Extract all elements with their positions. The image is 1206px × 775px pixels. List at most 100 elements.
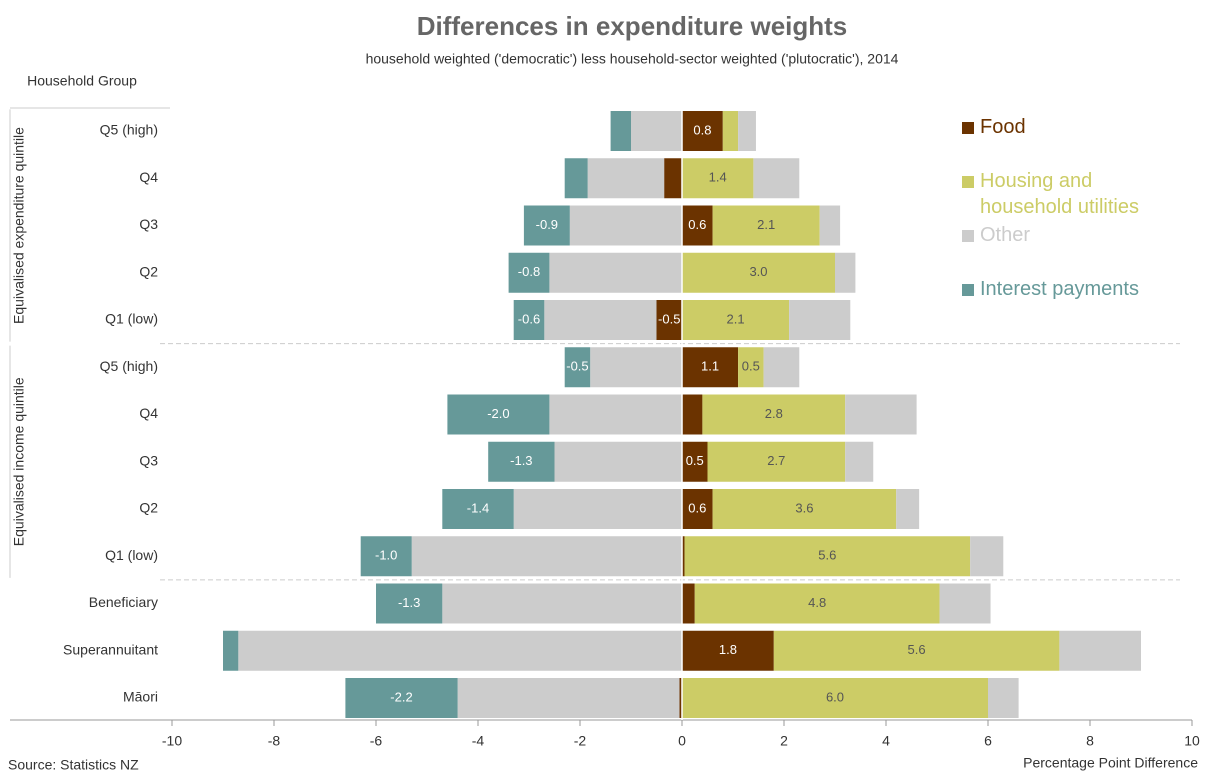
value-label: -2.0 bbox=[487, 406, 509, 421]
category-label: Q4 bbox=[139, 405, 158, 421]
bar-segment bbox=[684, 536, 971, 577]
value-label: 0.6 bbox=[688, 217, 706, 232]
value-label: 2.7 bbox=[767, 453, 785, 468]
bar-segment bbox=[682, 300, 790, 340]
bar-segment bbox=[682, 630, 774, 671]
bar-segment bbox=[564, 347, 591, 388]
value-label: 0.8 bbox=[693, 122, 711, 137]
bar-segment bbox=[682, 536, 685, 577]
category-label: Q4 bbox=[139, 169, 158, 185]
bar-segment bbox=[939, 583, 991, 624]
bar-segment bbox=[376, 583, 443, 624]
legend-item: Housing and household utilities bbox=[962, 168, 1165, 220]
bar-segment bbox=[587, 158, 665, 199]
bar-segment bbox=[442, 489, 514, 529]
bar-segment bbox=[722, 111, 739, 151]
x-tick-label: -10 bbox=[162, 733, 182, 749]
bar-segment bbox=[679, 678, 682, 718]
legend-label: Food bbox=[980, 116, 1026, 138]
bar-segment bbox=[702, 394, 846, 435]
bar-segment bbox=[656, 300, 682, 340]
category-label: Q1 (low) bbox=[105, 547, 158, 563]
category-label: Q1 (low) bbox=[105, 311, 158, 327]
category-header: Household Group bbox=[27, 73, 137, 89]
value-label: 3.0 bbox=[749, 264, 767, 279]
bar-segment bbox=[457, 678, 680, 718]
bar-segment bbox=[590, 347, 682, 388]
bar-segment bbox=[988, 678, 1019, 718]
bar-segment bbox=[631, 111, 682, 151]
bar-segment bbox=[819, 205, 841, 246]
legend-label: Other bbox=[980, 224, 1031, 246]
value-label: 2.1 bbox=[757, 217, 775, 232]
category-label: Superannuitant bbox=[63, 641, 158, 657]
x-tick-label: 0 bbox=[678, 733, 686, 749]
bar-segment bbox=[682, 489, 713, 529]
bar-segment bbox=[712, 489, 897, 529]
legend-item: Food bbox=[962, 114, 1165, 140]
value-label: -0.6 bbox=[518, 311, 540, 326]
value-label: -1.0 bbox=[375, 548, 397, 563]
value-label: 4.8 bbox=[808, 595, 826, 610]
bar-segment bbox=[712, 205, 820, 246]
bar-segment bbox=[442, 583, 682, 624]
legend-label: Housing and household utilities bbox=[980, 170, 1139, 218]
value-label: -2.2 bbox=[390, 689, 412, 704]
bar-segment bbox=[554, 441, 682, 482]
x-tick-label: -6 bbox=[370, 733, 383, 749]
bar-segment bbox=[523, 205, 570, 246]
x-tick-label: 10 bbox=[1184, 733, 1200, 749]
bar-segment bbox=[544, 300, 657, 340]
category-label: Q5 (high) bbox=[100, 122, 158, 138]
bar-segment bbox=[694, 583, 940, 624]
bar-segment bbox=[569, 205, 682, 246]
bar-segment bbox=[682, 678, 988, 718]
category-label: Q3 bbox=[139, 216, 158, 232]
x-axis-label: Percentage Point Difference bbox=[1023, 755, 1198, 771]
value-label: -0.5 bbox=[566, 359, 588, 374]
category-label: Beneficiary bbox=[89, 594, 158, 610]
bar-segment bbox=[549, 394, 682, 435]
value-label: -0.8 bbox=[518, 264, 540, 279]
bar-segment bbox=[970, 536, 1004, 577]
bar-segment bbox=[238, 630, 683, 671]
value-label: 6.0 bbox=[826, 689, 844, 704]
bar-segment bbox=[753, 158, 800, 199]
legend-item: Interest payments bbox=[962, 276, 1165, 302]
bar-segment bbox=[682, 347, 739, 388]
value-label: 0.5 bbox=[686, 453, 704, 468]
bar-segment bbox=[682, 205, 713, 246]
x-tick-label: -8 bbox=[268, 733, 281, 749]
x-tick-label: -2 bbox=[574, 733, 587, 749]
bar-segment bbox=[763, 347, 800, 388]
chart-title: Differences in expenditure weights bbox=[417, 11, 848, 41]
value-label: 0.6 bbox=[688, 500, 706, 515]
x-tick-label: 2 bbox=[780, 733, 788, 749]
category-label: Q2 bbox=[139, 500, 158, 516]
bar-segment bbox=[682, 583, 695, 624]
bar-segment bbox=[508, 252, 550, 293]
value-label: 2.1 bbox=[727, 311, 745, 326]
bar-segment bbox=[513, 489, 682, 529]
bar-segment bbox=[845, 441, 874, 482]
bar-segment bbox=[513, 300, 545, 340]
chart-subtitle: household weighted ('democratic') less h… bbox=[366, 51, 899, 67]
value-label: -1.4 bbox=[467, 500, 489, 515]
bar-segment bbox=[707, 441, 846, 482]
value-label: 1.8 bbox=[719, 642, 737, 657]
bar-segment bbox=[682, 394, 703, 435]
bar-segment bbox=[789, 300, 851, 340]
bar-segment bbox=[610, 111, 631, 151]
category-label: Q2 bbox=[139, 263, 158, 279]
value-label: -0.9 bbox=[536, 217, 558, 232]
bar-segment bbox=[682, 158, 754, 199]
group-label: Equivalised income quintile bbox=[11, 377, 27, 546]
bar-segment bbox=[549, 252, 682, 293]
bar-segment bbox=[1059, 630, 1141, 671]
x-tick-label: 8 bbox=[1086, 733, 1094, 749]
bar-segment bbox=[360, 536, 412, 577]
value-label: 1.4 bbox=[709, 170, 727, 185]
value-label: -0.5 bbox=[658, 311, 680, 326]
